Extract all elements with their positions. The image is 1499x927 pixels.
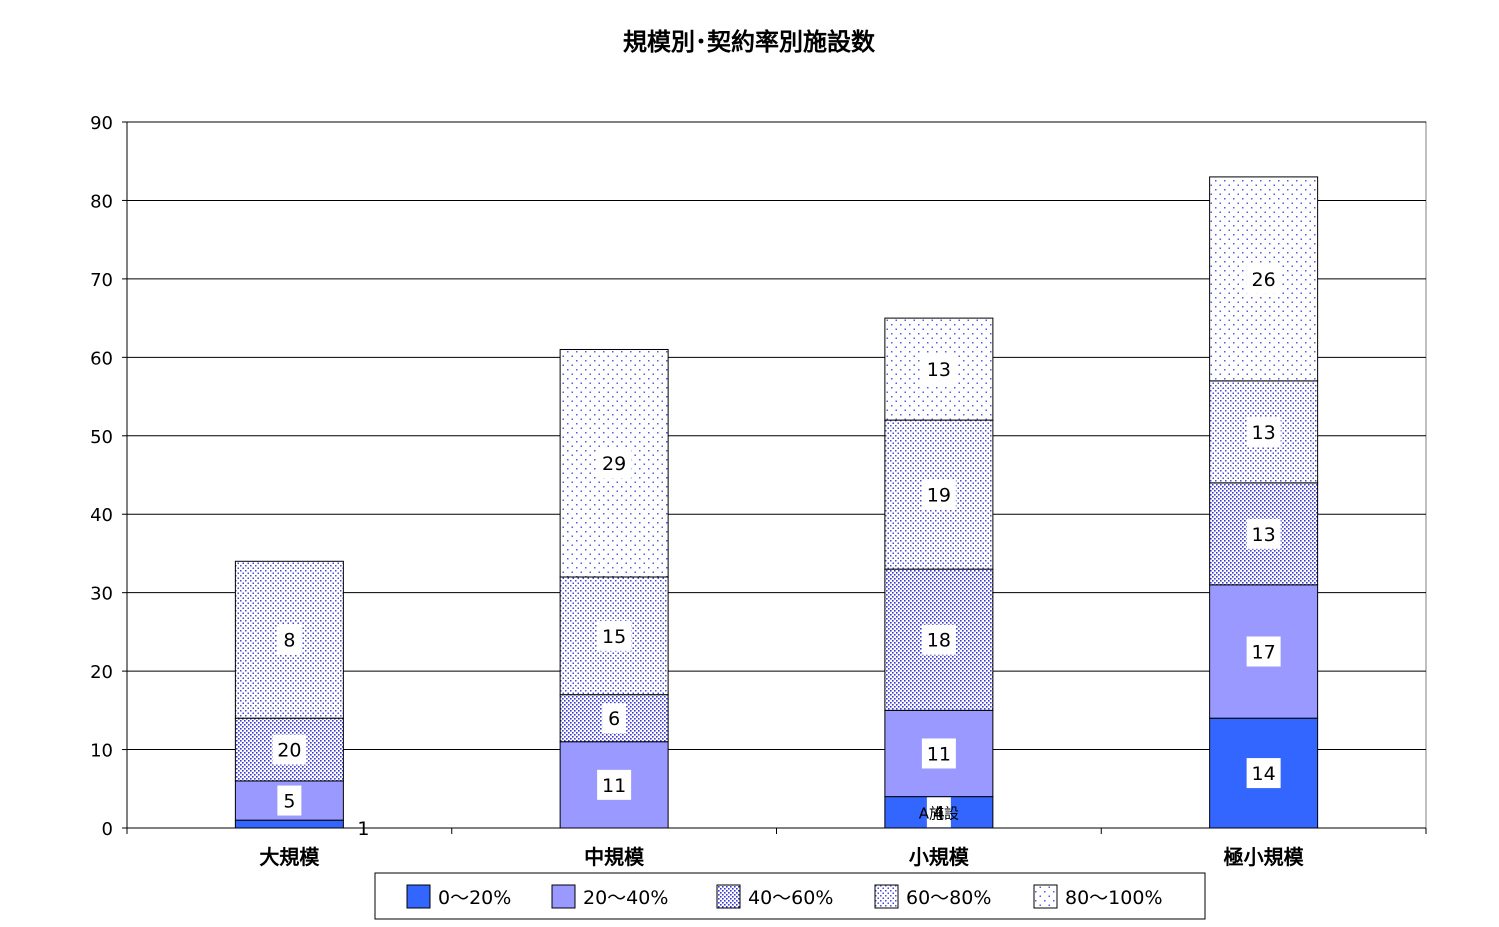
data-label-bg <box>1246 758 1281 789</box>
data-label: 26 <box>1252 269 1276 291</box>
facility-annotation: A施設 <box>919 804 959 822</box>
legend-swatch <box>874 884 899 909</box>
legend-swatch <box>551 884 576 909</box>
data-label-bg <box>1246 416 1281 447</box>
data-label-bg <box>921 354 956 385</box>
x-tick-label: 小規模 <box>909 845 970 869</box>
data-label-bg <box>277 624 302 655</box>
y-tick-label: 0 <box>102 819 113 840</box>
data-label-bg <box>921 479 956 510</box>
data-label-bg <box>921 624 956 655</box>
y-tick-label: 80 <box>90 191 113 212</box>
y-tick-label: 50 <box>90 427 113 448</box>
data-label: 5 <box>283 791 295 813</box>
legend-swatch <box>1033 884 1058 909</box>
data-label: 18 <box>927 630 951 652</box>
data-label-bg <box>1246 263 1281 294</box>
chart-title: 規模別･契約率別施設数 <box>623 28 876 56</box>
y-tick-label: 60 <box>90 348 113 369</box>
data-label-bg <box>597 620 632 651</box>
data-label: 11 <box>927 743 951 765</box>
legend-swatch <box>716 884 741 909</box>
y-tick-label: 40 <box>90 505 113 526</box>
data-label: 6 <box>608 708 620 730</box>
legend-label: 20～40% <box>583 887 668 909</box>
data-label: 13 <box>1252 524 1276 546</box>
data-label-bg <box>1246 636 1281 667</box>
x-tick-label: 大規模 <box>259 845 320 869</box>
x-tick-label: 極小規模 <box>1223 845 1305 869</box>
data-label-bg <box>602 703 627 734</box>
data-label-bg <box>597 448 632 479</box>
data-label: 15 <box>602 626 626 648</box>
y-tick-label: 90 <box>90 113 113 134</box>
data-label: 17 <box>1252 642 1276 664</box>
legend-label: 60～80% <box>906 887 991 909</box>
data-label: 19 <box>927 485 951 507</box>
data-label-bg <box>921 738 956 769</box>
bar-segment <box>234 819 344 829</box>
data-label: 13 <box>1252 422 1276 444</box>
data-label-bg <box>926 797 951 828</box>
legend-label: 80～100% <box>1065 887 1163 909</box>
data-label-bg <box>597 769 632 800</box>
data-label-bg <box>1246 518 1281 549</box>
y-tick-label: 70 <box>90 270 113 291</box>
legend-label: 40～60% <box>748 887 833 909</box>
data-label: 29 <box>602 453 626 475</box>
data-label-bg <box>272 734 307 765</box>
y-tick-label: 30 <box>90 584 113 605</box>
data-label: 14 <box>1252 763 1276 785</box>
data-label: 1 <box>357 818 369 840</box>
legend-swatch <box>406 884 431 909</box>
legend-label: 0～20% <box>438 887 511 909</box>
data-label: 11 <box>602 775 626 797</box>
data-label: 20 <box>277 740 301 762</box>
y-tick-label: 20 <box>90 662 113 683</box>
data-label: 8 <box>283 630 295 652</box>
x-tick-label: 中規模 <box>584 845 645 869</box>
data-label-bg <box>277 785 302 816</box>
y-tick-label: 10 <box>90 741 113 762</box>
data-label: 13 <box>927 359 951 381</box>
data-label: 4 <box>933 802 945 824</box>
legend-box <box>374 872 1206 920</box>
